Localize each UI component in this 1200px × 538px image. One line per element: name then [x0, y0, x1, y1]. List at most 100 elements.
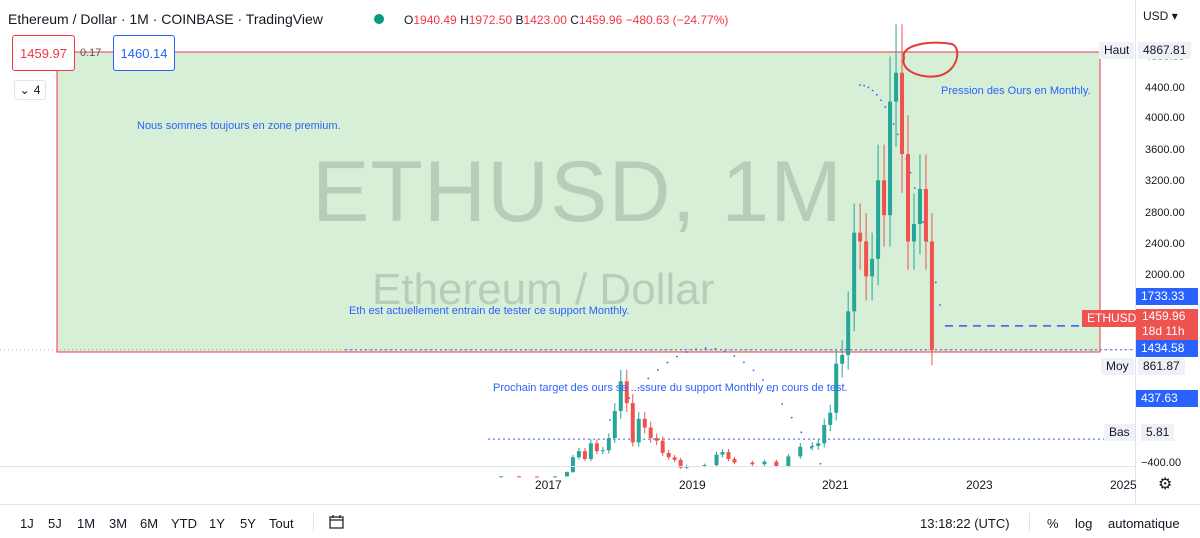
buy-button[interactable]: 1460.14 — [113, 35, 175, 71]
watermark-name: Ethereum / Dollar — [372, 265, 715, 314]
candle-up — [570, 457, 575, 473]
dotted-curve-point — [875, 93, 878, 96]
candle-down — [774, 461, 779, 466]
low-label: B — [515, 13, 524, 27]
percent-toggle[interactable]: % — [1047, 516, 1059, 531]
candle-down — [517, 476, 522, 478]
candle-down — [864, 241, 869, 277]
date-range-icon[interactable] — [328, 514, 346, 530]
level-tag-1434: 1434.58 — [1136, 340, 1198, 357]
dotted-curve-point — [909, 171, 912, 174]
symbol-title[interactable]: Ethereum / Dollar · 1M · COINBASE · Trad… — [8, 11, 323, 27]
low-value: 1423.00 — [523, 13, 567, 27]
price-tick: 2800.00 — [1145, 207, 1185, 219]
mid-tag-label: Moy — [1101, 358, 1134, 375]
timeframe-1m[interactable]: 1M — [77, 516, 96, 531]
dotted-curve-point — [743, 361, 745, 364]
log-toggle[interactable]: log — [1075, 516, 1093, 531]
timeframe-3m[interactable]: 3M — [109, 516, 128, 531]
candle-down — [535, 476, 540, 478]
chart-header: Ethereum / Dollar · 1M · COINBASE · Trad… — [0, 0, 1135, 40]
dotted-curve-point — [676, 355, 678, 358]
time-axis-divider — [0, 466, 1135, 467]
dotted-curve-point — [704, 347, 707, 350]
settings-gear-icon[interactable]: ⚙ — [1158, 476, 1173, 493]
timeframe-1d[interactable]: 1J — [20, 516, 34, 531]
high-label: H — [460, 13, 469, 27]
candle-up — [888, 101, 893, 216]
currency-selector[interactable]: USD ▾ — [1143, 9, 1178, 23]
open-label: O — [404, 13, 414, 27]
candle-down — [882, 180, 887, 216]
high-tag-value: 4867.81 — [1138, 42, 1192, 59]
dotted-curve-point — [609, 419, 611, 421]
dotted-curve-point — [666, 361, 669, 364]
sell-button[interactable]: 1459.97 — [12, 35, 75, 71]
watermark-symbol: ETHUSD, 1M — [312, 144, 843, 240]
annotation-premium[interactable]: Nous sommes toujours en zone premium. — [137, 120, 341, 132]
price-tick: 2000.00 — [1145, 269, 1185, 281]
candle-down — [630, 403, 635, 443]
candle-down — [594, 443, 599, 452]
dotted-curve-point — [752, 369, 755, 372]
candle-down — [672, 457, 677, 460]
candle-up — [576, 451, 581, 458]
candle-up — [618, 381, 623, 411]
price-axis-divider — [1135, 0, 1136, 504]
candle-up — [636, 418, 641, 443]
dotted-curve-point — [863, 84, 866, 87]
low-tag-label: Bas — [1104, 424, 1135, 441]
candle-up — [564, 472, 569, 477]
ohlc-readout: O1940.49 H1972.50 B1423.00 C1459.96 −480… — [404, 13, 728, 27]
currency-label: USD — [1143, 9, 1169, 23]
candle-up — [852, 232, 857, 312]
dotted-curve-point — [819, 462, 822, 465]
candle-up — [606, 438, 611, 451]
annotation-support-test[interactable]: Eth est actuellement entrain de tester c… — [349, 305, 630, 317]
price-chart[interactable] — [0, 0, 1200, 504]
candle-up — [834, 363, 839, 413]
candle-down — [923, 188, 928, 242]
dotted-curve-point — [695, 348, 697, 351]
high-tag: Haut — [1099, 42, 1135, 59]
current-price: 1459.96 — [1142, 309, 1186, 323]
candle-up — [822, 424, 827, 444]
candle-up — [702, 465, 707, 467]
dotted-curve-point — [809, 446, 812, 449]
timeframe-1y[interactable]: 1Y — [209, 516, 225, 531]
candles — [499, 24, 934, 478]
candle-up — [499, 476, 504, 478]
candle-up — [612, 410, 617, 439]
timeframe-ytd[interactable]: YTD — [171, 516, 197, 531]
dotted-curve-point — [647, 377, 650, 380]
dotted-curve-point — [790, 416, 793, 419]
high-tag-label: Haut — [1104, 43, 1130, 57]
dotted-curve-point — [781, 402, 784, 405]
timeframe-5d[interactable]: 5J — [48, 516, 62, 531]
timeframe-6m[interactable]: 6M — [140, 516, 159, 531]
annotation-bears[interactable]: Pression des Ours en Monthly. — [941, 85, 1091, 97]
high-value: 1972.50 — [468, 13, 513, 27]
toolbar-divider — [1029, 513, 1030, 531]
annotation-next-target[interactable]: Prochain target des ours se ...ssure du … — [493, 382, 848, 394]
candle-down — [929, 241, 934, 350]
dotted-curve-point — [800, 431, 803, 434]
timeframe-5y[interactable]: 5Y — [240, 516, 256, 531]
buy-price: 1460.14 — [120, 45, 168, 61]
level-tag-1733: 1733.33 — [1136, 288, 1198, 305]
dotted-curve-point — [896, 133, 899, 136]
auto-scale-toggle[interactable]: automatique — [1108, 516, 1180, 531]
dotted-curve-point — [892, 123, 895, 125]
candle-down — [678, 459, 683, 468]
candle-up — [876, 180, 881, 259]
utc-clock[interactable]: 13:18:22 (UTC) — [920, 516, 1010, 531]
close-value: 1459.96 — [578, 13, 623, 27]
indicators-toggle[interactable]: ⌄ 4 — [14, 80, 46, 100]
chevron-down-icon: ⌄ — [19, 83, 30, 97]
price-tick: 3200.00 — [1145, 175, 1185, 187]
dotted-curve-point — [762, 379, 764, 381]
dotted-curve-point — [922, 221, 925, 224]
timeframe-all[interactable]: Tout — [269, 516, 294, 531]
candle-up — [786, 456, 791, 466]
candle-down — [582, 451, 587, 460]
